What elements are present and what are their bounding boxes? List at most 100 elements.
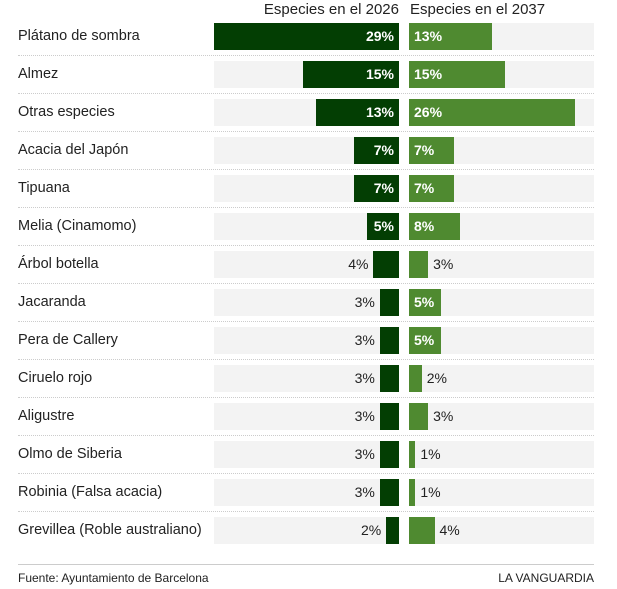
value-label: 3% [354, 484, 375, 500]
bar-2037 [409, 137, 454, 164]
bar-2026 [354, 137, 399, 164]
bar-2026 [354, 175, 399, 202]
track-2037: 1% [409, 479, 594, 506]
row-separator [18, 131, 594, 132]
row-separator [18, 359, 594, 360]
track-2026: 15% [214, 61, 399, 88]
track-2037: 5% [409, 289, 594, 316]
track-2026: 3% [214, 289, 399, 316]
track-2037: 13% [409, 23, 594, 50]
bar-2037 [409, 213, 461, 240]
track-2037: 8% [409, 213, 594, 240]
category-label: Plátano de sombra [18, 28, 140, 44]
category-label: Olmo de Siberia [18, 446, 122, 462]
value-label: 3% [354, 294, 375, 310]
chart-row: Robinia (Falsa acacia) 3% 1% [18, 479, 594, 506]
bar-2026 [303, 61, 399, 88]
value-label: 1% [420, 484, 441, 500]
category-label: Pera de Callery [18, 332, 118, 348]
row-separator [18, 473, 594, 474]
bar-2026 [379, 441, 399, 468]
row-separator [18, 245, 594, 246]
chart-row: Olmo de Siberia 3% 1% [18, 441, 594, 468]
bar-2037 [409, 403, 429, 430]
value-label: 13% [365, 104, 394, 120]
bar-2026 [373, 251, 399, 278]
track-2026: 3% [214, 365, 399, 392]
track-2026: 2% [214, 517, 399, 544]
value-label: 8% [414, 218, 435, 234]
track-2026: 29% [214, 23, 399, 50]
chart-row: Jacaranda 3% 5% [18, 289, 594, 316]
value-label: 5% [414, 294, 435, 310]
track-2026: 3% [214, 479, 399, 506]
value-label: 2% [426, 370, 447, 386]
category-label: Grevillea (Roble australiano) [18, 522, 202, 538]
chart-row: Plátano de sombra 29% 13% [18, 23, 594, 50]
track-2026: 3% [214, 327, 399, 354]
bar-2037 [409, 175, 454, 202]
bar-2026 [379, 479, 399, 506]
track-2026: 3% [214, 403, 399, 430]
bar-2026 [214, 23, 399, 50]
chart-row: Otras especies 13% 26% [18, 99, 594, 126]
value-label: 7% [373, 142, 394, 158]
category-label: Aligustre [18, 408, 75, 424]
row-separator [18, 283, 594, 284]
track-2026: 3% [214, 441, 399, 468]
chart-row: Árbol botella 4% 3% [18, 251, 594, 278]
row-separator [18, 435, 594, 436]
chart-row: Aligustre 3% 3% [18, 403, 594, 430]
track-2037: 1% [409, 441, 594, 468]
bar-2037 [409, 441, 416, 468]
chart-row: Tipuana 7% 7% [18, 175, 594, 202]
chart-row: Ciruelo rojo 3% 2% [18, 365, 594, 392]
bar-2037 [409, 23, 492, 50]
row-separator [18, 321, 594, 322]
track-2037: 26% [409, 99, 594, 126]
row-separator [18, 207, 594, 208]
bar-2026 [379, 403, 399, 430]
value-label: 7% [414, 142, 435, 158]
chart-row: Acacia del Japón 7% 7% [18, 137, 594, 164]
track-2026: 5% [214, 213, 399, 240]
value-label: 3% [354, 408, 375, 424]
bar-2026 [379, 365, 399, 392]
bar-2037 [409, 365, 422, 392]
value-label: 7% [414, 180, 435, 196]
row-separator [18, 511, 594, 512]
value-label: 5% [414, 332, 435, 348]
bar-2037 [409, 99, 575, 126]
category-label: Almez [18, 66, 59, 82]
row-separator [18, 93, 594, 94]
category-label: Jacaranda [18, 294, 86, 310]
category-label: Acacia del Japón [18, 142, 129, 158]
track-2037: 2% [409, 365, 594, 392]
bar-2026 [316, 99, 399, 126]
bar-2037 [409, 517, 435, 544]
bar-2037 [409, 327, 441, 354]
row-separator [18, 397, 594, 398]
row-separator [18, 169, 594, 170]
bar-2026 [367, 213, 399, 240]
row-separator [18, 55, 594, 56]
value-label: 3% [433, 256, 454, 272]
value-label: 3% [433, 408, 454, 424]
track-2026: 4% [214, 251, 399, 278]
category-label: Otras especies [18, 104, 115, 120]
category-label: Tipuana [18, 180, 70, 196]
value-label: 4% [348, 256, 369, 272]
track-2037: 3% [409, 251, 594, 278]
bar-2026 [379, 327, 399, 354]
category-label: Robinia (Falsa acacia) [18, 484, 163, 500]
bar-2037 [409, 479, 416, 506]
track-2037: 15% [409, 61, 594, 88]
value-label: 15% [414, 66, 443, 82]
bar-2037 [409, 61, 505, 88]
track-2037: 3% [409, 403, 594, 430]
source-note: Fuente: Ayuntamiento de Barcelona [18, 571, 209, 585]
bar-2026 [386, 517, 399, 544]
value-label: 13% [414, 28, 443, 44]
category-label: Melia (Cinamomo) [18, 218, 137, 234]
